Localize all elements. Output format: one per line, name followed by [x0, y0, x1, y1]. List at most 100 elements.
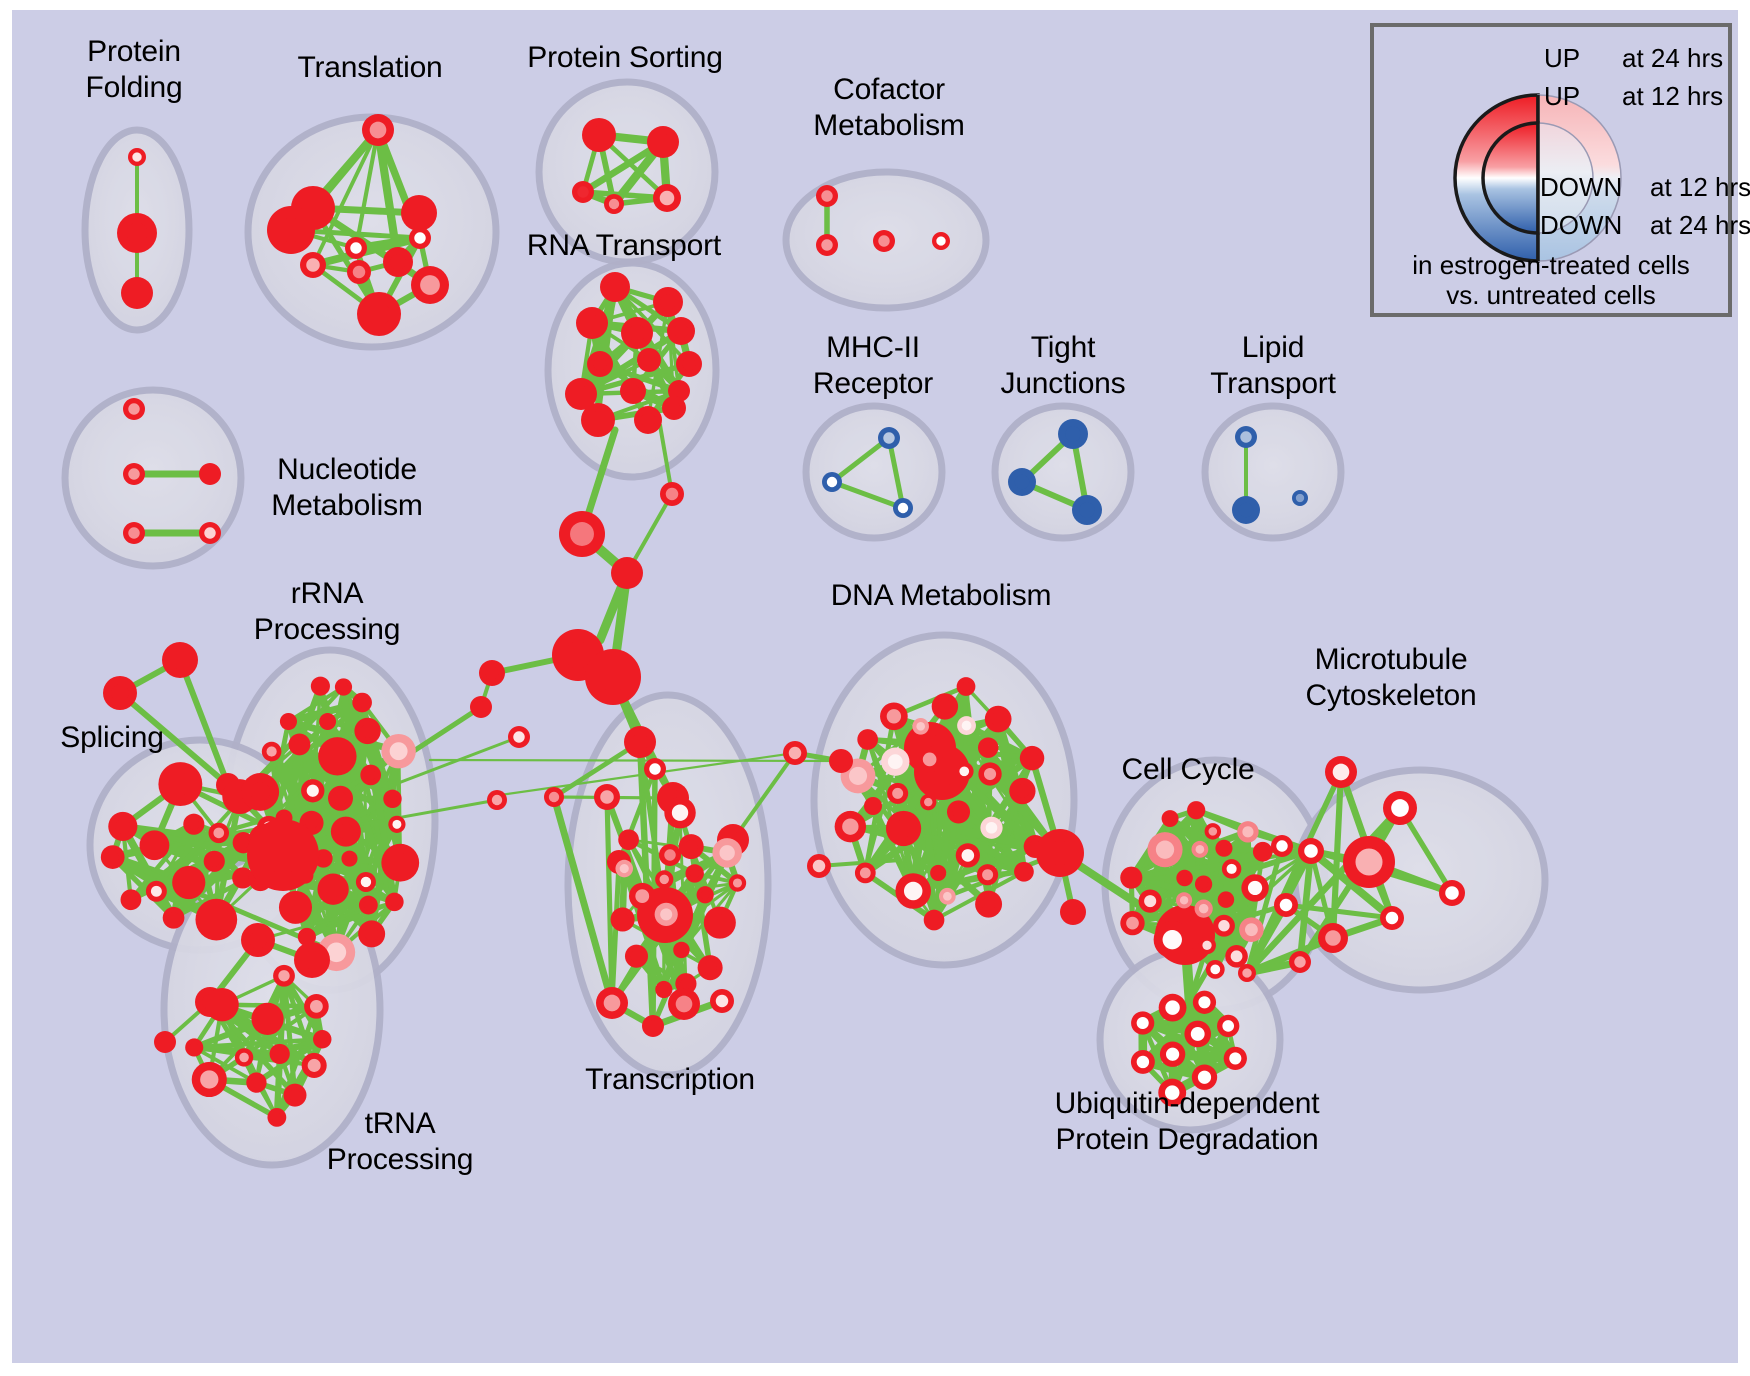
node-microtubule-cytoskeleton [1318, 923, 1348, 953]
node-rna-transport [637, 348, 661, 372]
node-rrna-processing [279, 712, 297, 731]
node-microtubule-cytoskeleton [1383, 791, 1417, 825]
node-transcription [696, 886, 714, 904]
node-dna-metabolism [834, 810, 867, 843]
node-ubiquitin-degradation [1223, 1046, 1247, 1071]
network-edge [1243, 901, 1290, 977]
node-bridge [807, 854, 831, 878]
node-trna-processing [205, 987, 239, 1022]
legend-caption-line1: in estrogen-treated cells [1412, 250, 1690, 280]
node-lipid-transport [1232, 496, 1260, 524]
node-ubiquitin-degradation [1158, 993, 1187, 1022]
node-cofactor-metabolism [816, 234, 838, 256]
node-ubiquitin-degradation [1191, 1064, 1218, 1090]
node-splicing-outer [103, 676, 137, 710]
node-trna-processing [304, 994, 329, 1019]
cluster-ellipse [1201, 402, 1345, 542]
node-splicing [232, 867, 254, 889]
node-tight-junctions [1058, 419, 1088, 449]
node-transcription [642, 1015, 664, 1037]
node-cell-cycle [1221, 859, 1242, 879]
network-edge [309, 234, 424, 269]
node-transcription [629, 882, 656, 910]
node-translation [300, 252, 326, 278]
node-dna-metabolism [977, 737, 999, 758]
node-dna-metabolism [975, 890, 1003, 918]
network-edge [1187, 885, 1258, 1003]
node-cofactor-metabolism [932, 232, 950, 250]
network-edge [577, 298, 672, 398]
network-edge [191, 1036, 325, 1050]
node-nucleotide-metabolism [123, 463, 145, 485]
network-edge [353, 127, 381, 251]
node-rrna-processing [381, 843, 420, 882]
node-trna-processing [191, 1061, 227, 1098]
node-splicing [120, 889, 142, 911]
node-splicing [139, 830, 170, 861]
node-transcription [655, 870, 674, 889]
node-rna-transport [667, 317, 695, 345]
network-edge [428, 758, 843, 763]
node-dna-metabolism [887, 782, 909, 804]
node-trna-processing [185, 1038, 204, 1057]
cluster-label-transcription: Transcription [585, 1063, 755, 1096]
node-bridge [783, 741, 807, 765]
node-trna-processing [251, 1002, 284, 1035]
legend-row-0-time: at 24 hrs [1622, 43, 1724, 73]
node-rna-transport [565, 378, 597, 410]
node-rrna-processing [358, 920, 386, 948]
node-rrna-processing [381, 733, 416, 769]
node-bridge [1036, 829, 1084, 877]
node-microtubule-cytoskeleton [1343, 836, 1395, 888]
node-splicing [108, 811, 138, 841]
node-ubiquitin-degradation [1184, 1020, 1212, 1048]
node-trna-processing [246, 1072, 267, 1093]
node-transcription [710, 989, 734, 1013]
node-nucleotide-metabolism [199, 463, 221, 485]
node-mhc-ii-receptor [893, 498, 913, 518]
node-cofactor-metabolism [816, 185, 838, 207]
node-rna-transport [576, 307, 608, 339]
node-rna-transport-stem [585, 649, 641, 705]
node-connector [487, 790, 507, 810]
network-edge [1200, 848, 1314, 888]
network-edge [550, 793, 616, 1007]
node-rrna-processing [385, 892, 404, 912]
node-splicing [145, 880, 167, 902]
node-rna-transport [676, 351, 702, 377]
network-edge [177, 657, 231, 788]
node-rna-transport [620, 378, 646, 404]
node-lipid-transport [1292, 490, 1308, 506]
network-edge [829, 435, 892, 485]
node-ubiquitin-degradation [1192, 990, 1217, 1014]
node-splicing [162, 906, 185, 929]
cluster-label-splicing: Splicing [60, 721, 164, 754]
node-microtubule-cytoskeleton [1289, 951, 1311, 973]
node-transcription [712, 838, 742, 868]
legend-panel [1370, 23, 1732, 317]
node-rrna-processing [301, 779, 325, 803]
node-nucleotide-metabolism [123, 522, 145, 544]
node-transcription [675, 973, 697, 995]
node-rna-transport-stem [611, 557, 643, 589]
node-transcription [655, 980, 673, 999]
node-rrna-hub [247, 819, 319, 891]
node-rna-transport-stem [559, 511, 605, 557]
node-rna-transport-stem [660, 482, 684, 506]
node-cell-cycle [1237, 821, 1259, 843]
node-microtubule-cytoskeleton [1325, 756, 1357, 788]
node-rrna-processing [317, 873, 349, 905]
node-trna-processing [269, 1043, 290, 1065]
network-edge [886, 435, 906, 511]
node-rrna-processing [334, 678, 353, 696]
node-rrna-processing [358, 895, 378, 915]
node-trna-processing [273, 964, 295, 987]
node-translation [347, 260, 371, 284]
node-translation [409, 227, 431, 249]
legend-row-3-time: at 24 hrs [1650, 210, 1750, 240]
cluster-label-dna-metabolism: DNA Metabolism [830, 579, 1052, 612]
node-rna-transport [662, 396, 686, 420]
node-dna-metabolism [954, 761, 974, 781]
node-trna-processing [313, 1030, 332, 1049]
node-lipid-transport [1235, 426, 1257, 448]
